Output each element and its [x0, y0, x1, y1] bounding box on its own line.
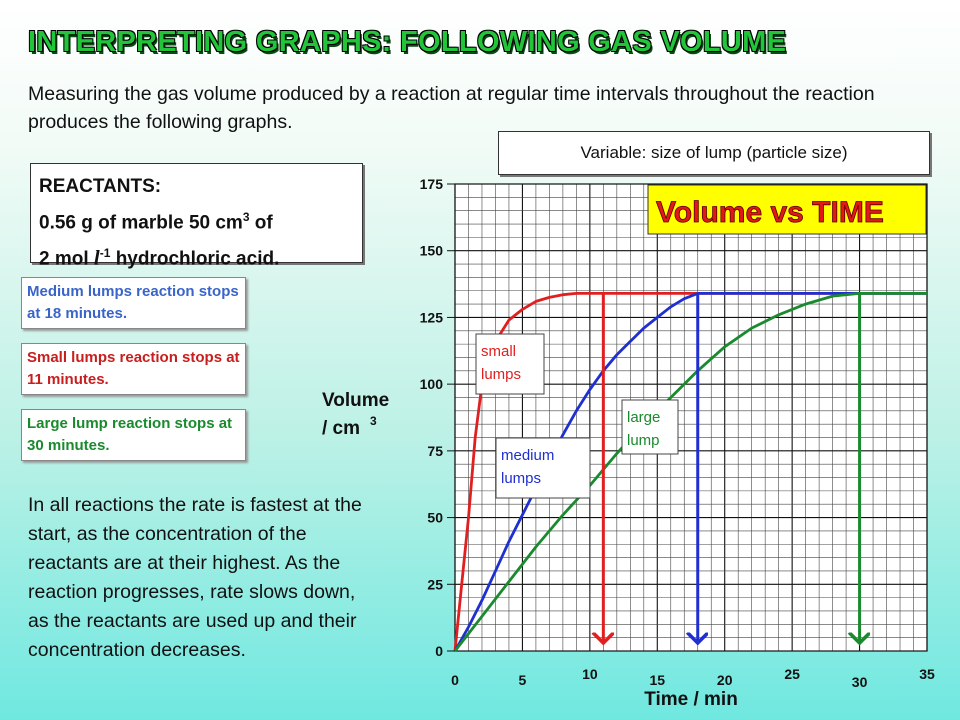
- reactants-box: REACTANTS: 0.56 g of marble 50 cm3 of 2 …: [30, 163, 363, 270]
- x-tick-label: 35: [919, 666, 935, 682]
- x-axis-title: Time / min: [644, 689, 738, 710]
- slide-title: INTERPRETING GRAPHS: FOLLOWING GAS VOLUM…: [28, 26, 787, 58]
- series-label-box: [621, 399, 679, 455]
- y-tick-label: 125: [420, 309, 444, 325]
- medium-lumps-note: Medium lumps reaction stops at 18 minute…: [21, 277, 246, 329]
- x-tick-label: 30: [852, 674, 868, 690]
- small-lumps-note: Small lumps reaction stops at 11 minutes…: [21, 343, 246, 395]
- y-tick-label: 150: [420, 243, 444, 259]
- chart-title-box: [647, 184, 927, 235]
- x-tick-label: 25: [784, 666, 800, 682]
- plot-border: [454, 183, 928, 652]
- series-line-small-lumps: [453, 292, 927, 652]
- x-tick-label: 20: [717, 672, 733, 688]
- x-tick-label: 0: [451, 672, 459, 688]
- intro-text: Measuring the gas volume produced by a r…: [28, 83, 875, 133]
- series-label-text: small: [481, 343, 516, 360]
- y-axis-unit-sup: 3: [370, 414, 377, 428]
- variable-box: Variable: size of lump (particle size): [498, 131, 930, 175]
- chart-title: Volume vs TIME: [656, 196, 884, 229]
- series-label-text: medium: [501, 447, 554, 464]
- x-tick-label: 5: [519, 672, 527, 688]
- y-tick-label: 175: [420, 176, 444, 192]
- series-line-large-lump: [453, 292, 927, 652]
- y-tick-label: 25: [427, 576, 443, 592]
- chart-lines: [453, 292, 927, 652]
- chart-annotations: small lumps medium lumps large lump Volume vs …: [475, 184, 927, 643]
- series-label-text: lumps: [501, 470, 541, 487]
- x-tick-label: 15: [649, 672, 665, 688]
- y-tick-label: 100: [420, 376, 444, 392]
- large-lump-note: Large lump reaction stops at 30 minutes.: [21, 409, 246, 461]
- chart-ticks: 0 25 50 75 100 125 150 175 0 5 10 15 20 25 30 35 Time / …: [322, 176, 935, 710]
- series-line-medium-lumps: [453, 292, 927, 652]
- reactants-marble-line: 0.56 g of marble 50 cm3 of: [39, 210, 273, 234]
- variable-text: Variable: size of lump (particle size): [580, 143, 848, 162]
- series-label-text: large: [627, 409, 660, 426]
- y-axis-title: Volume: [322, 390, 389, 411]
- series-label-text: lumps: [481, 366, 521, 383]
- y-tick-label: 75: [427, 443, 443, 459]
- series-label-text: lump: [627, 432, 660, 449]
- reactants-acid-line: 2 mol l-1 hydrochloric acid.: [39, 245, 280, 270]
- series-label-box: [495, 437, 591, 499]
- explanation-text: In all reactions the rate is fastest at …: [28, 494, 362, 661]
- plot-area: [455, 184, 927, 651]
- reactants-heading: REACTANTS:: [39, 176, 162, 197]
- x-tick-label: 10: [582, 666, 598, 682]
- chart-grid: [454, 183, 928, 652]
- y-tick-label: 0: [435, 643, 443, 659]
- series-label-box: [475, 333, 545, 395]
- y-tick-label: 50: [427, 510, 443, 526]
- y-axis-unit: / cm: [322, 418, 360, 439]
